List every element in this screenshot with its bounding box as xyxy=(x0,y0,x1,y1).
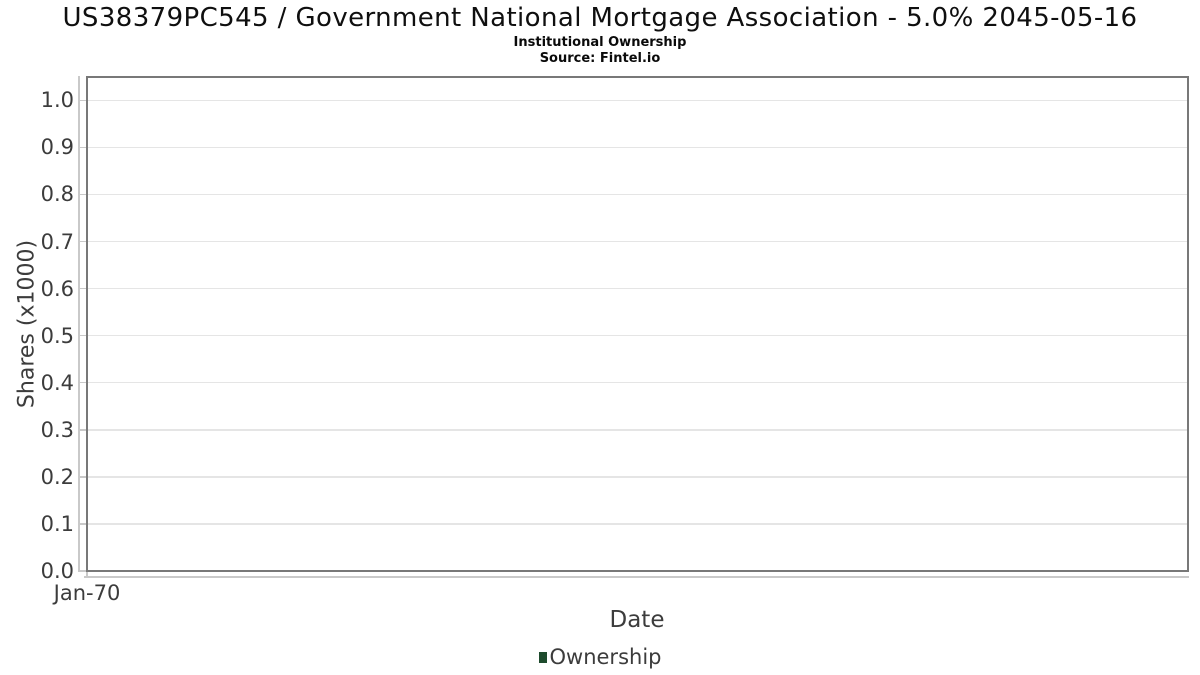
y-axis-tick xyxy=(78,381,86,384)
y-axis-tick xyxy=(78,429,86,431)
gridline xyxy=(88,240,1187,243)
gridline xyxy=(88,381,1187,384)
gridline xyxy=(88,429,1187,431)
x-axis-title: Date xyxy=(609,607,665,633)
x-axis-line xyxy=(84,576,1189,578)
gridline xyxy=(88,287,1187,290)
chart-source: Source: Fintel.io xyxy=(539,51,661,66)
y-tick-label: 0.5 xyxy=(40,323,74,348)
y-axis-title: Shares (x1000) xyxy=(14,239,40,409)
y-axis-tick xyxy=(78,193,86,196)
y-axis-tick xyxy=(78,334,86,337)
y-tick-label: 0.4 xyxy=(40,370,74,395)
y-tick-label: 0.0 xyxy=(40,559,74,583)
y-tick-label: 0.2 xyxy=(40,464,74,489)
x-tick-label: Jan-70 xyxy=(53,581,121,605)
y-axis-line xyxy=(78,76,80,572)
y-tick-label: 0.7 xyxy=(40,229,74,254)
y-tick-label: 0.8 xyxy=(40,182,74,207)
gridline xyxy=(88,146,1187,149)
y-tick-label: 0.9 xyxy=(40,135,74,160)
y-tick-label: 0.1 xyxy=(40,511,74,536)
y-axis-tick xyxy=(78,240,86,243)
y-axis-tick xyxy=(78,99,86,102)
gridline xyxy=(88,99,1187,102)
y-axis-tick xyxy=(78,146,86,149)
y-axis-tick xyxy=(78,287,86,290)
gridline xyxy=(88,193,1187,196)
legend-swatch-icon xyxy=(538,651,547,663)
y-axis-tick xyxy=(78,570,86,572)
legend-label: Ownership xyxy=(549,645,662,669)
y-tick-label: 0.6 xyxy=(40,276,74,301)
chart-title: US38379PC545 / Government National Mortg… xyxy=(62,3,1138,33)
y-tick-label: 1.0 xyxy=(40,88,74,113)
y-axis-tick xyxy=(78,476,86,478)
gridline xyxy=(88,523,1187,525)
gridline xyxy=(88,476,1187,478)
x-axis-tick xyxy=(86,572,88,577)
plot-area xyxy=(86,76,1189,572)
y-tick-label: 0.3 xyxy=(40,417,74,442)
legend: Ownership xyxy=(0,645,1200,669)
y-axis-tick xyxy=(78,523,86,525)
chart-subtitle: Institutional Ownership xyxy=(513,35,687,50)
gridline xyxy=(88,334,1187,337)
